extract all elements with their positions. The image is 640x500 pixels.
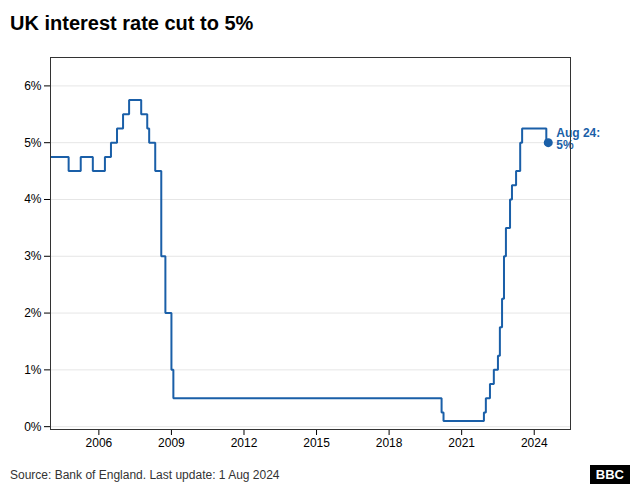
svg-text:1%: 1% [24, 363, 42, 377]
svg-text:6%: 6% [24, 79, 42, 93]
svg-text:5%: 5% [24, 136, 42, 150]
html-text:Source: Bank of England. Last: Source: Bank of England. Last update: 1 … [10, 467, 280, 482]
svg-text:3%: 3% [24, 249, 42, 263]
svg-text:2024: 2024 [521, 436, 548, 450]
html-text:BBC: BBC [595, 467, 624, 482]
svg-text:2%: 2% [24, 306, 42, 320]
svg-text:4%: 4% [24, 192, 42, 206]
svg-text:0%: 0% [24, 420, 42, 434]
svg-text:2009: 2009 [158, 436, 185, 450]
svg-text:2006: 2006 [86, 436, 113, 450]
svg-text:2021: 2021 [448, 436, 475, 450]
svg-text:Aug 24:5%: Aug 24:5% [556, 126, 600, 152]
svg-text:2018: 2018 [376, 436, 403, 450]
svg-text:2012: 2012 [231, 436, 258, 450]
html-text:UK interest rate cut to 5%: UK interest rate cut to 5% [10, 12, 254, 34]
svg-text:2015: 2015 [303, 436, 330, 450]
